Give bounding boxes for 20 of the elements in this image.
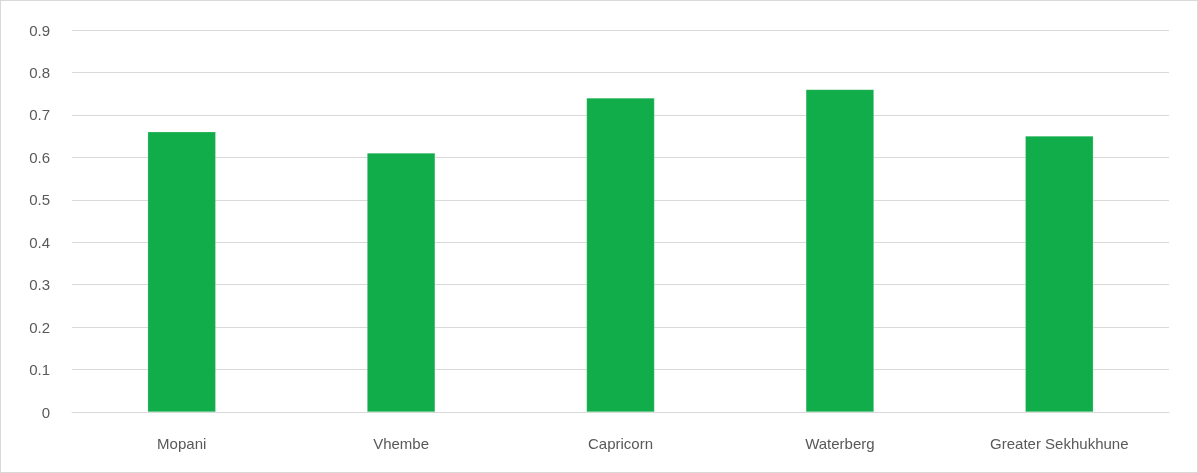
bar [147, 131, 216, 412]
x-tick-label: Mopani [157, 435, 207, 452]
x-tick-label: Waterberg [805, 435, 875, 452]
y-tick-label: 0.7 [29, 106, 50, 124]
y-tick-label: 0.4 [29, 233, 50, 251]
bar [805, 89, 874, 412]
y-tick-label: 0.1 [29, 361, 50, 379]
x-tick-label: Capricorn [587, 435, 654, 452]
y-tick-label: 0.5 [29, 191, 50, 209]
bar [586, 97, 655, 412]
y-tick-label: 0.9 [29, 21, 50, 39]
y-tick-label: 0.8 [29, 63, 50, 81]
y-tick-label: 0.6 [29, 148, 50, 166]
x-tick-label: Greater Sekhukhune [990, 435, 1129, 452]
bar [1025, 136, 1094, 412]
y-tick-label: 0 [41, 403, 50, 421]
bar [367, 153, 436, 412]
x-tick-label: Vhembe [373, 435, 430, 452]
y-tick-label: 0.3 [29, 276, 50, 294]
y-tick-label: 0.2 [29, 318, 50, 336]
